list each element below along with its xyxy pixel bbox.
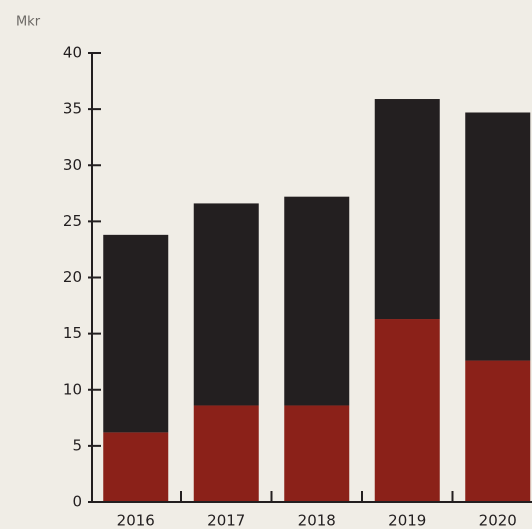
- bar-segment: [374, 319, 440, 502]
- y-tick-label: 5: [72, 436, 82, 454]
- y-tick-label: 30: [63, 156, 82, 174]
- x-tick-label: 2019: [388, 512, 426, 529]
- bar-segment: [465, 360, 531, 502]
- y-tick-label: 25: [63, 212, 82, 230]
- y-tick-label: 35: [63, 100, 82, 118]
- bar-segment: [193, 405, 259, 502]
- y-axis-label: Mkr: [16, 15, 41, 30]
- y-tick-label: 40: [63, 44, 82, 62]
- bar-segment: [284, 405, 350, 502]
- y-tick-label: 0: [72, 493, 82, 511]
- bar-segment: [465, 112, 531, 361]
- bar-segment: [103, 432, 169, 502]
- y-tick-label: 10: [63, 380, 82, 398]
- bar-segment: [103, 234, 169, 433]
- x-tick-label: 2018: [298, 512, 336, 529]
- bar-segment: [193, 203, 259, 406]
- x-tick-label: 2020: [479, 512, 517, 529]
- y-tick-label: 15: [63, 324, 82, 342]
- bar-segment: [284, 196, 350, 406]
- x-tick-label: 2016: [117, 512, 155, 529]
- x-tick-label: 2017: [207, 512, 245, 529]
- bar-segment: [374, 99, 440, 320]
- y-tick-label: 20: [63, 268, 82, 286]
